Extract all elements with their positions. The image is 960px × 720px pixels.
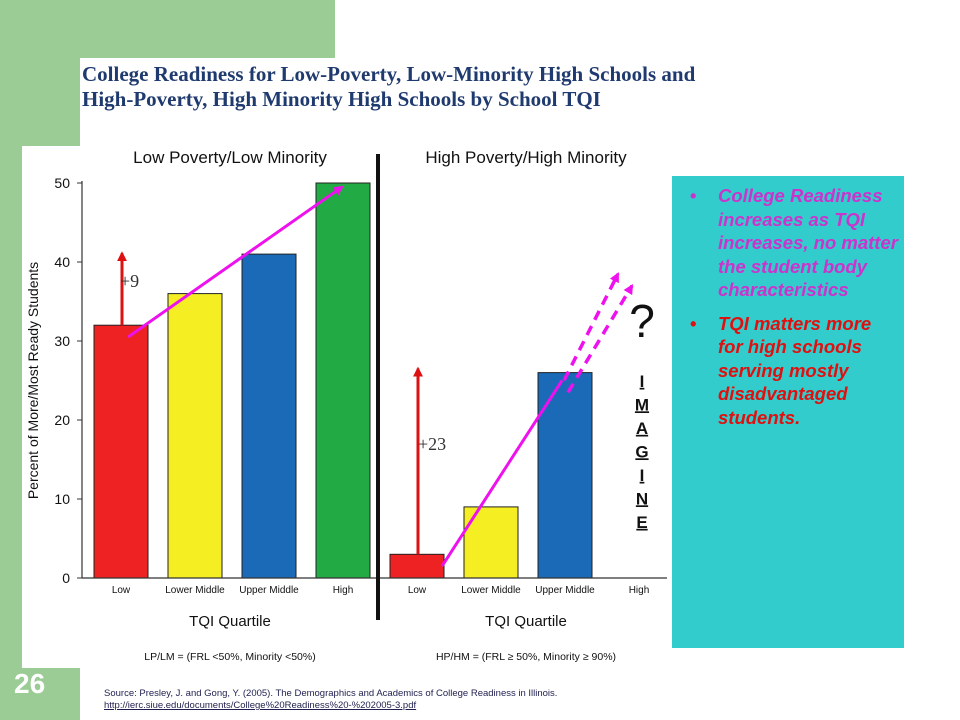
callout-word-letter: M xyxy=(635,395,649,414)
bar-lplm-0 xyxy=(93,324,149,579)
bar-lplm-3 xyxy=(315,182,371,579)
y-tick-label: 50 xyxy=(54,175,70,191)
x-tick-label: High xyxy=(333,585,354,596)
callout-word-letter: E xyxy=(636,513,647,532)
y-tick-label: 30 xyxy=(54,333,70,349)
slide-title-line-1: College Readiness for Low-Poverty, Low-M… xyxy=(82,62,696,86)
top-decor-band xyxy=(0,0,335,58)
bullet-dot-icon: • xyxy=(690,312,697,334)
bullet-item-1: • College Readiness increases as TQI incr… xyxy=(690,184,898,302)
y-tick-label: 40 xyxy=(54,254,70,270)
bullet-list: • College Readiness increases as TQI incr… xyxy=(672,176,904,429)
source-text: Source: Presley, J. and Gong, Y. (2005).… xyxy=(104,688,558,699)
y-axis-title: Percent of More/Most Ready Students xyxy=(25,262,41,499)
callout-word-letter: I xyxy=(640,466,645,485)
bar-lplm-1 xyxy=(167,293,223,579)
panel-footnote-1: HP/HM = (FRL ≥ 50%, Minority ≥ 90%) xyxy=(436,651,616,663)
bullet-text-1: College Readiness increases as TQI incre… xyxy=(718,185,898,300)
panel-title-1: High Poverty/High Minority xyxy=(425,148,627,167)
x-tick-label: Upper Middle xyxy=(535,585,595,596)
x-tick-label: Low xyxy=(408,585,427,596)
callout-word-letter: N xyxy=(636,489,648,508)
page-number: 26 xyxy=(14,668,46,699)
callout-word-letter: I xyxy=(640,372,645,391)
chart-panel: 0 10 20 30 40 50 Percent of More/Most Ready St… xyxy=(22,146,672,668)
source-link[interactable]: http://ierc.siue.edu/documents/College%2… xyxy=(104,700,417,711)
y-tick-label: 10 xyxy=(54,491,70,507)
trend-arrow-lplm xyxy=(127,185,344,339)
college-readiness-chart: 0 10 20 30 40 50 Percent of More/Most Ready St… xyxy=(25,148,667,663)
panel-footnote-0: LP/LM = (FRL <50%, Minority <50%) xyxy=(144,651,315,663)
x-tick-label: Lower Middle xyxy=(461,585,521,596)
bullet-dot-icon: • xyxy=(690,185,697,206)
gain-label-hphm: +23 xyxy=(418,434,446,454)
slide-title-line-2: High-Poverty, High Minority High Schools… xyxy=(82,87,601,111)
gain-label-lplm: +9 xyxy=(120,271,139,291)
x-tick-label: Lower Middle xyxy=(165,585,225,596)
bar-hphm-2 xyxy=(537,372,593,579)
bullet-item-2: • TQI matters more for high schools servi… xyxy=(690,312,898,430)
panel-title-0: Low Poverty/Low Minority xyxy=(133,148,327,167)
y-tick-label: 20 xyxy=(54,412,70,428)
trend-arrow-hphm xyxy=(440,379,564,567)
x-tick-label: High xyxy=(629,585,650,596)
callout-word-letter: A xyxy=(636,419,648,438)
source-citation: Source: Presley, J. and Gong, Y. (2005).… xyxy=(104,688,557,712)
callout-question-mark: ? xyxy=(629,295,655,347)
x-tick-label: Low xyxy=(112,585,131,596)
bar-hphm-0 xyxy=(389,553,445,579)
projection-arrow-b xyxy=(566,283,634,394)
bar-lplm-2 xyxy=(241,253,297,579)
x-axis-title-1: TQI Quartile xyxy=(485,613,567,630)
x-tick-label: Upper Middle xyxy=(239,585,299,596)
slide-title: College Readiness for Low-Poverty, Low-M… xyxy=(82,62,882,112)
y-tick-label: 0 xyxy=(62,570,70,586)
bullet-box: • College Readiness increases as TQI incr… xyxy=(672,176,904,648)
callout-word-letter: G xyxy=(635,442,648,461)
x-axis-title-0: TQI Quartile xyxy=(189,613,271,630)
projection-arrow-a xyxy=(562,272,620,382)
bullet-text-2: TQI matters more for high schools servin… xyxy=(718,312,872,428)
